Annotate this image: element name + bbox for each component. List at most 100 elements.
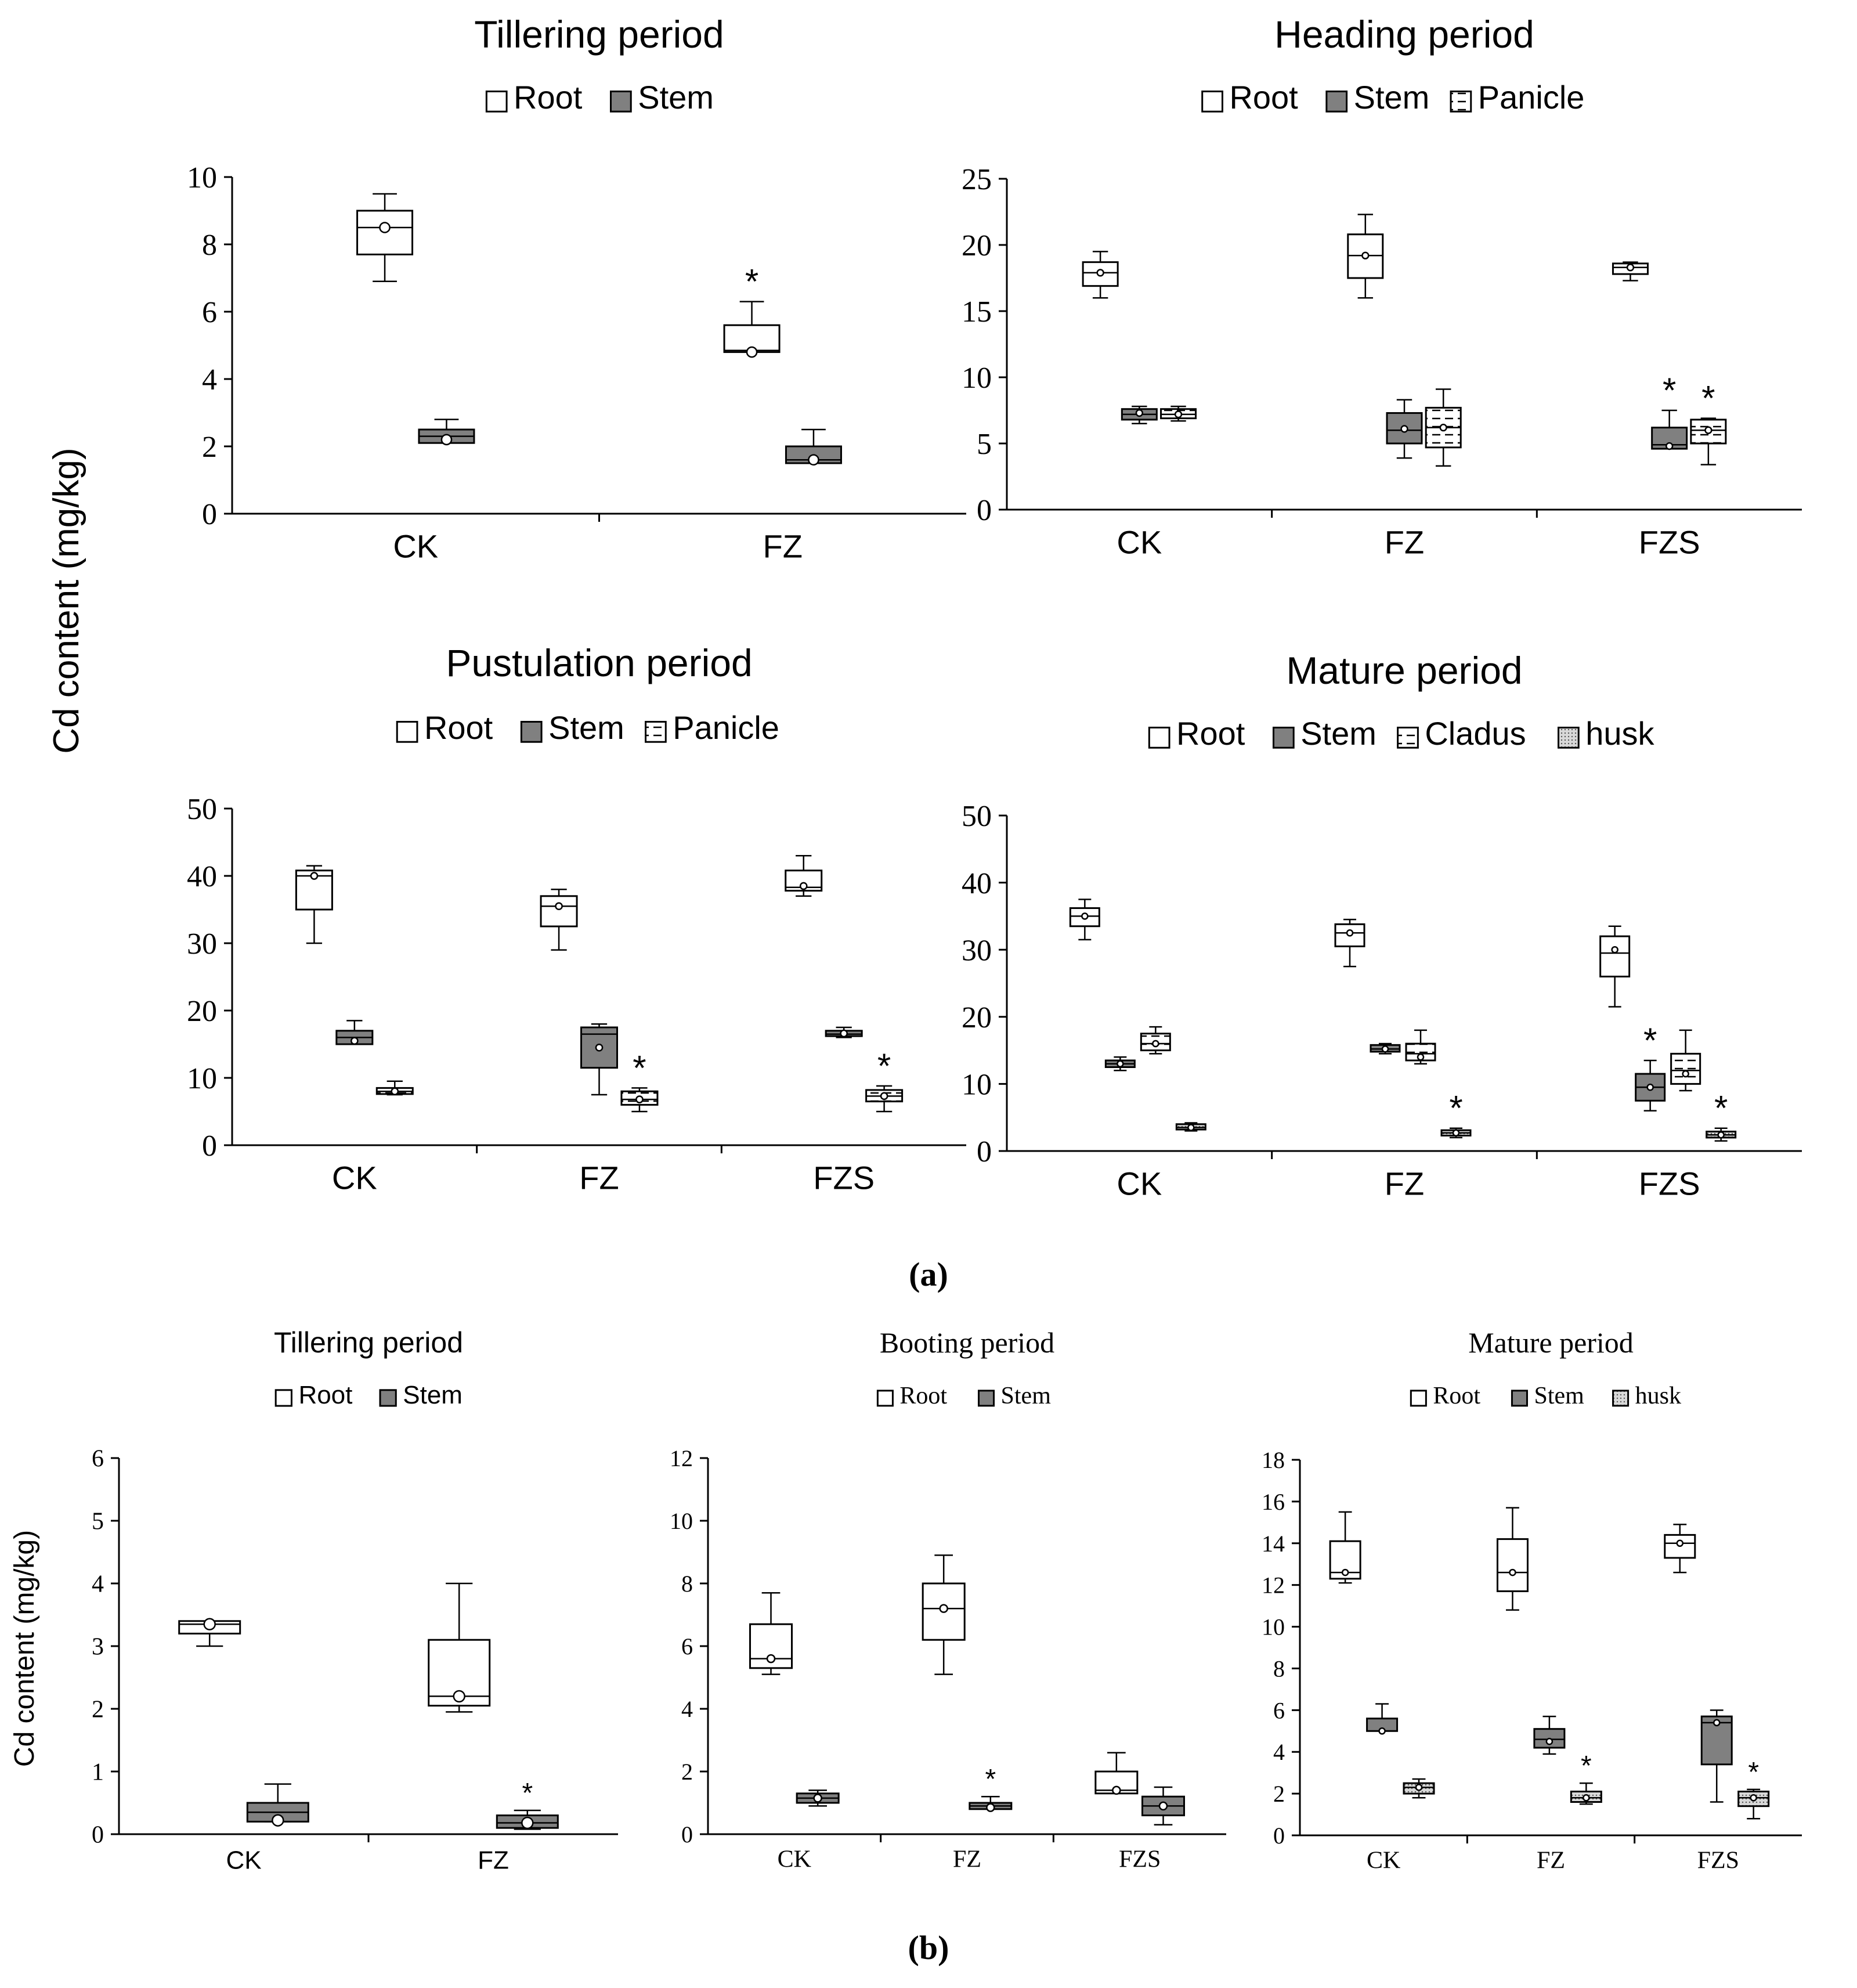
legend-label-root: Root [298,1381,352,1409]
box-mean [939,1604,948,1613]
box-stem-fz [1370,1042,1401,1055]
box-mean [379,222,391,233]
y-tick-label: 15 [962,295,992,329]
x-tick-label: FZ [1537,1848,1565,1874]
box-mean [1112,1785,1121,1795]
legend-swatch-panicle [1450,90,1472,113]
box-mean [272,1814,284,1827]
box-iqr [540,895,578,928]
box-stem-ck [1366,1703,1399,1735]
y-tick-label: 18 [1262,1447,1285,1473]
box-mean [1452,1129,1460,1137]
box-root-ck [1082,251,1119,299]
legend-swatch-root [485,90,508,113]
chart-title: Tillering period [274,1326,463,1359]
legend-swatch-husk [1558,726,1580,749]
box-root-fzs [1094,1752,1139,1795]
significance-star: * [1663,371,1676,410]
box-husk-ck [1175,1122,1206,1132]
box-root-ck [295,865,333,944]
y-tick-label: 40 [187,860,217,893]
box-cladus-fzs [1670,1029,1701,1092]
y-tick-label: 30 [187,928,217,961]
y-tick-label: 25 [962,163,992,196]
y-tick-label: 0 [92,1822,104,1849]
legend-swatch-stem [978,1390,995,1407]
y-tick-label: 2 [1273,1781,1285,1807]
x-tick-label: FZ [1385,1166,1424,1202]
box-stem-fz: * [496,1778,559,1830]
box-mean [351,1037,359,1045]
box-mean [1717,1131,1725,1139]
box-stem-ck [246,1783,309,1827]
chart-title: Mature period [1468,1326,1634,1359]
legend-label-stem: Stem [403,1381,463,1409]
y-tick-label: 8 [202,229,217,262]
box-panicle-fz: * [620,1048,659,1113]
y-tick-label: 16 [1262,1489,1285,1515]
box-root-ck [356,193,414,283]
x-tick-label: CK [778,1846,811,1873]
x-tick-label: FZS [1639,1166,1700,1202]
y-tick-label: 20 [962,229,992,262]
y-tick-label: 0 [977,1135,992,1168]
box-mean [799,882,808,890]
y-tick-label: 0 [1273,1823,1285,1849]
box-mean [1509,1568,1516,1576]
chart-a-mature: Mature period Root Stem Cladus husk 0 10 20 30 40… [962,649,1802,1202]
box-mean [1081,912,1089,920]
box-panicle-ck [1160,405,1197,422]
legend-swatch-root [396,720,418,743]
box-stem-ck [1121,405,1158,425]
box-mean [746,346,758,358]
box-mean [1381,1045,1389,1053]
legend-label-husk: husk [1585,715,1654,752]
box-stem-ck [1104,1056,1136,1071]
legend-label-cladus: Cladus [1425,715,1526,752]
box-root-ck [1069,899,1100,941]
y-tick-label: 10 [187,1062,217,1095]
y-tick-label: 4 [92,1571,104,1598]
legend-swatch-stem [520,720,543,743]
box-mean [1682,1070,1689,1078]
box-mean [986,1803,995,1812]
box-mean [1378,1727,1386,1735]
box-root-fz [1334,918,1365,968]
y-axis-label-a: Cd content (mg/kg) [46,448,86,753]
chart-a-pustulation: Pustulation period Root Stem Panicle 0 10 20 30… [187,641,966,1196]
box-mean [766,1654,776,1664]
legend-label-root: Root [424,709,493,746]
box-root-fz [428,1582,491,1713]
box-iqr [1690,418,1727,445]
box-mean [1152,1040,1159,1048]
box-panicle-ck [375,1080,414,1096]
y-tick-label: 2 [92,1697,104,1723]
box-stem-fz [785,428,842,466]
box-mean [440,434,453,446]
y-tick-label: 20 [187,995,217,1028]
legend-swatch-husk [1612,1390,1630,1407]
y-tick-label: 5 [977,428,992,461]
legend-swatch-root [876,1390,894,1407]
significance-star: * [745,262,758,301]
box-mean [1611,946,1618,954]
legend-label-stem: Stem [548,709,624,746]
y-tick-label: 8 [681,1571,693,1597]
box-root-fzs [1599,925,1631,1008]
panel-label-a: (a) [909,1255,948,1293]
chart-b-mature: Mature period Root Stem husk 0 2 4 6 8 10 12 14 16 18… [1262,1326,1802,1874]
box-mean [1646,1083,1654,1091]
x-tick-label: FZ [1385,524,1424,561]
box-mean [1713,1719,1721,1727]
x-tick-label: CK [1367,1848,1400,1874]
box-stem-fz [1533,1715,1566,1755]
box-cladus-ck [1140,1026,1171,1055]
chart-a-heading: Heading period Root Stem Panicle 0 5 10 15 20 25 C… [962,13,1802,561]
x-tick-label: FZS [813,1160,875,1196]
legend-label-stem: Stem [638,79,714,116]
box-root-ck [1329,1511,1361,1584]
x-tick-label: FZS [1697,1848,1739,1874]
box-stem-ck [796,1789,840,1807]
box-mean [203,1618,216,1630]
